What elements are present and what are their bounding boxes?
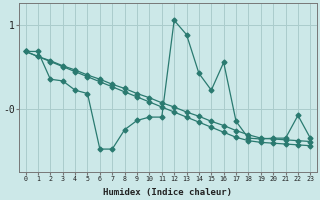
X-axis label: Humidex (Indice chaleur): Humidex (Indice chaleur) [103,188,232,197]
